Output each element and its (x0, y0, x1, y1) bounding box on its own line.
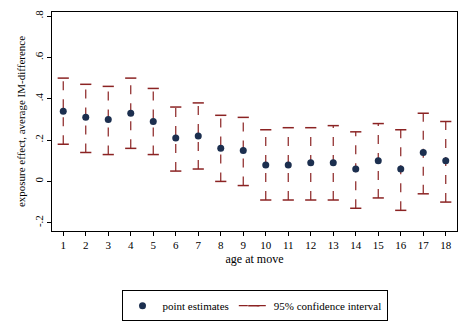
svg-text:5: 5 (151, 239, 157, 251)
svg-text:age at move: age at move (226, 252, 284, 266)
svg-text:95% confidence interval: 95% confidence interval (274, 300, 382, 312)
svg-text:12: 12 (305, 239, 316, 251)
svg-text:.2: .2 (33, 134, 45, 142)
svg-text:15: 15 (373, 239, 385, 251)
svg-text:point estimates: point estimates (163, 300, 229, 312)
svg-text:17: 17 (418, 239, 430, 251)
svg-text:4: 4 (128, 239, 134, 251)
svg-text:13: 13 (328, 239, 340, 251)
svg-text:9: 9 (241, 239, 247, 251)
svg-text:18: 18 (440, 239, 452, 251)
svg-text:.4: .4 (33, 92, 45, 101)
svg-text:exposure effect, average IM-di: exposure effect, average IM-difference (15, 36, 27, 207)
svg-text:8: 8 (218, 239, 224, 251)
svg-text:3: 3 (106, 239, 112, 251)
svg-text:2: 2 (83, 239, 89, 251)
svg-text:1: 1 (61, 239, 67, 251)
svg-text:.6: .6 (33, 51, 45, 60)
svg-text:.8: .8 (33, 10, 45, 19)
svg-text:14: 14 (350, 239, 362, 251)
svg-text:16: 16 (395, 239, 407, 251)
svg-text:7: 7 (196, 239, 202, 251)
svg-text:0: 0 (33, 177, 45, 183)
svg-text:10: 10 (260, 239, 272, 251)
svg-text:6: 6 (173, 239, 179, 251)
svg-text:-.2: -.2 (33, 215, 45, 227)
svg-text:11: 11 (283, 239, 294, 251)
